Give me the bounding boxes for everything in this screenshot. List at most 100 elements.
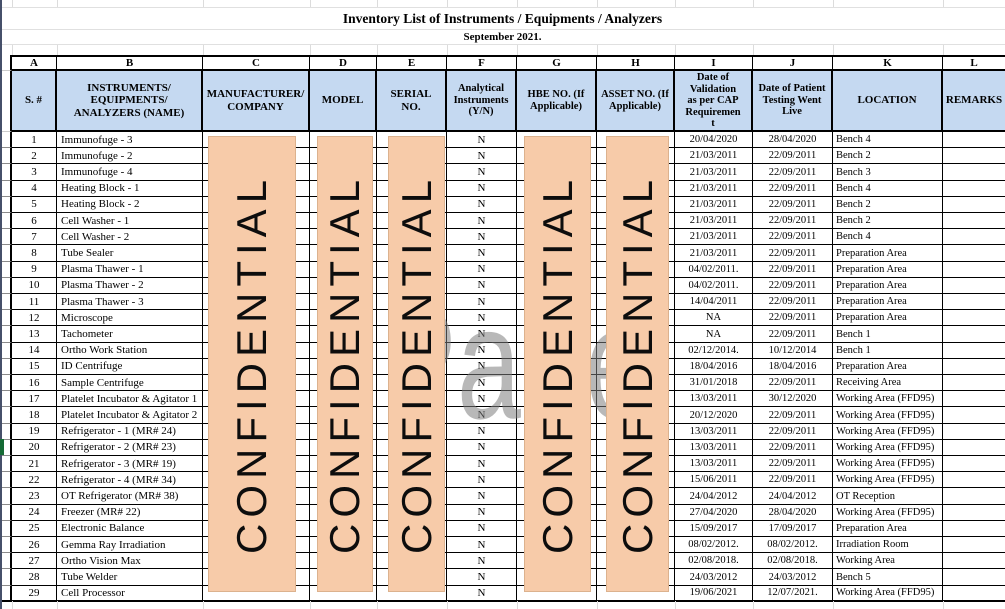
cell-I-7[interactable]: 21/03/2011 <box>675 229 753 246</box>
cell-J-5[interactable]: 22/09/2011 <box>753 196 833 214</box>
cell-L-19[interactable] <box>943 424 1005 440</box>
column-letter-j[interactable]: J <box>753 55 833 71</box>
cell-J-26[interactable]: 08/02/2012. <box>753 537 833 554</box>
cell-B-16[interactable]: Sample Centrifuge <box>57 375 203 392</box>
header-serial-number[interactable]: S. # <box>12 71 57 132</box>
cell-B-1[interactable]: Immunofuge - 3 <box>57 132 203 149</box>
cell-L-27[interactable] <box>943 553 1005 570</box>
cell-I-5[interactable]: 21/03/2011 <box>675 196 753 214</box>
cell-L-15[interactable] <box>943 359 1005 376</box>
cell-I-19[interactable]: 13/03/2011 <box>675 423 753 440</box>
cell-J-12[interactable]: 22/09/2011 <box>753 310 833 327</box>
cell-J-14[interactable]: 10/12/2014 <box>753 342 833 359</box>
cell-F-25[interactable]: N <box>447 520 517 538</box>
cell-B-19[interactable]: Refrigerator - 1 (MR# 24) <box>57 423 203 440</box>
cell-I-16[interactable]: 31/01/2018 <box>675 375 753 392</box>
cell-A-23[interactable]: 23 <box>12 488 57 505</box>
cell-K-12[interactable]: Preparation Area <box>833 310 943 327</box>
cell-L-13[interactable] <box>943 326 1005 343</box>
cell-J-13[interactable]: 22/09/2011 <box>753 326 833 343</box>
cell-F-26[interactable]: N <box>447 537 517 554</box>
cell-L-24[interactable] <box>943 505 1005 521</box>
cell-B-7[interactable]: Cell Washer - 2 <box>57 229 203 246</box>
cell-B-11[interactable]: Plasma Thawer - 3 <box>57 294 203 311</box>
cell-F-9[interactable]: N <box>447 261 517 278</box>
cell-A-16[interactable]: 16 <box>12 375 57 392</box>
cell-B-27[interactable]: Ortho Vision Max <box>57 553 203 570</box>
cell-F-18[interactable]: N <box>447 407 517 424</box>
column-letter-i[interactable]: I <box>675 55 753 71</box>
cell-K-2[interactable]: Bench 2 <box>833 148 943 165</box>
cell-I-11[interactable]: 14/04/2011 <box>675 294 753 311</box>
cell-G-29[interactable] <box>517 585 597 602</box>
column-letter-e[interactable]: E <box>377 55 447 71</box>
cell-F-13[interactable]: N <box>447 326 517 343</box>
cell-F-7[interactable]: N <box>447 229 517 246</box>
cell-E-29[interactable] <box>377 585 447 602</box>
cell-B-18[interactable]: Platelet Incubator & Agitator 2 <box>57 407 203 424</box>
cell-K-3[interactable]: Bench 3 <box>833 164 943 181</box>
cell-J-27[interactable]: 02/08/2018. <box>753 553 833 570</box>
cell-J-17[interactable]: 30/12/2020 <box>753 391 833 408</box>
cell-J-20[interactable]: 22/09/2011 <box>753 439 833 457</box>
cell-B-12[interactable]: Microscope <box>57 310 203 327</box>
cell-A-1[interactable]: 1 <box>12 132 57 149</box>
cell-F-28[interactable]: N <box>447 569 517 586</box>
cell-I-8[interactable]: 21/03/2011 <box>675 245 753 262</box>
cell-J-25[interactable]: 17/09/2017 <box>753 520 833 538</box>
cell-I-4[interactable]: 21/03/2011 <box>675 180 753 197</box>
header-asset-no[interactable]: ASSET NO. (If Applicable) <box>597 71 675 132</box>
header-instrument-name[interactable]: INSTRUMENTS/ EQUIPMENTS/ ANALYZERS (NAME… <box>57 71 203 132</box>
cell-A-14[interactable]: 14 <box>12 342 57 359</box>
cell-K-18[interactable]: Working Area (FFD95) <box>833 407 943 424</box>
cell-F-22[interactable]: N <box>447 472 517 489</box>
column-letter-d[interactable]: D <box>310 55 377 71</box>
cell-F-17[interactable]: N <box>447 391 517 408</box>
cell-F-27[interactable]: N <box>447 553 517 570</box>
cell-B-9[interactable]: Plasma Thawer - 1 <box>57 261 203 278</box>
cell-L-11[interactable] <box>943 294 1005 311</box>
cell-L-16[interactable] <box>943 375 1005 392</box>
cell-I-10[interactable]: 04/02/2011. <box>675 277 753 295</box>
cell-L-8[interactable] <box>943 245 1005 262</box>
cell-I-2[interactable]: 21/03/2011 <box>675 148 753 165</box>
header-hbe-no[interactable]: HBE NO. (If Applicable) <box>517 71 597 132</box>
cell-B-24[interactable]: Freezer (MR# 22) <box>57 504 203 521</box>
column-letter-h[interactable]: H <box>597 55 675 71</box>
cell-A-20[interactable]: 20 <box>12 439 57 457</box>
cell-B-22[interactable]: Refrigerator - 4 (MR# 34) <box>57 472 203 489</box>
cell-A-27[interactable]: 27 <box>12 553 57 570</box>
cell-K-11[interactable]: Preparation Area <box>833 294 943 311</box>
cell-J-18[interactable]: 22/09/2011 <box>753 407 833 424</box>
cell-K-29[interactable]: Working Area (FFD95) <box>833 585 943 602</box>
cell-K-7[interactable]: Bench 4 <box>833 229 943 246</box>
cell-K-15[interactable]: Preparation Area <box>833 358 943 376</box>
cell-L-1[interactable] <box>943 132 1005 149</box>
cell-L-2[interactable] <box>943 148 1005 165</box>
cell-J-6[interactable]: 22/09/2011 <box>753 213 833 230</box>
cell-J-28[interactable]: 24/03/2012 <box>753 569 833 586</box>
cell-J-22[interactable]: 22/09/2011 <box>753 472 833 489</box>
cell-K-27[interactable]: Working Area <box>833 553 943 570</box>
cell-A-8[interactable]: 8 <box>12 245 57 262</box>
cell-I-17[interactable]: 13/03/2011 <box>675 391 753 408</box>
cell-F-23[interactable]: N <box>447 488 517 505</box>
cell-K-17[interactable]: Working Area (FFD95) <box>833 391 943 408</box>
column-letter-b[interactable]: B <box>57 55 203 71</box>
cell-J-4[interactable]: 22/09/2011 <box>753 180 833 197</box>
cell-I-27[interactable]: 02/08/2018. <box>675 553 753 570</box>
cell-J-23[interactable]: 24/04/2012 <box>753 488 833 505</box>
cell-F-11[interactable]: N <box>447 294 517 311</box>
cell-L-21[interactable] <box>943 456 1005 473</box>
cell-L-26[interactable] <box>943 537 1005 554</box>
cell-A-9[interactable]: 9 <box>12 261 57 278</box>
cell-B-26[interactable]: Gemma Ray Irradiation <box>57 537 203 554</box>
cell-K-4[interactable]: Bench 4 <box>833 180 943 197</box>
cell-K-25[interactable]: Preparation Area <box>833 520 943 538</box>
cell-I-20[interactable]: 13/03/2011 <box>675 439 753 457</box>
cell-B-28[interactable]: Tube Welder <box>57 569 203 586</box>
cell-J-16[interactable]: 22/09/2011 <box>753 375 833 392</box>
cell-B-29[interactable]: Cell Processor <box>57 585 203 602</box>
cell-C-29[interactable] <box>203 585 310 602</box>
column-letter-c[interactable]: C <box>203 55 310 71</box>
